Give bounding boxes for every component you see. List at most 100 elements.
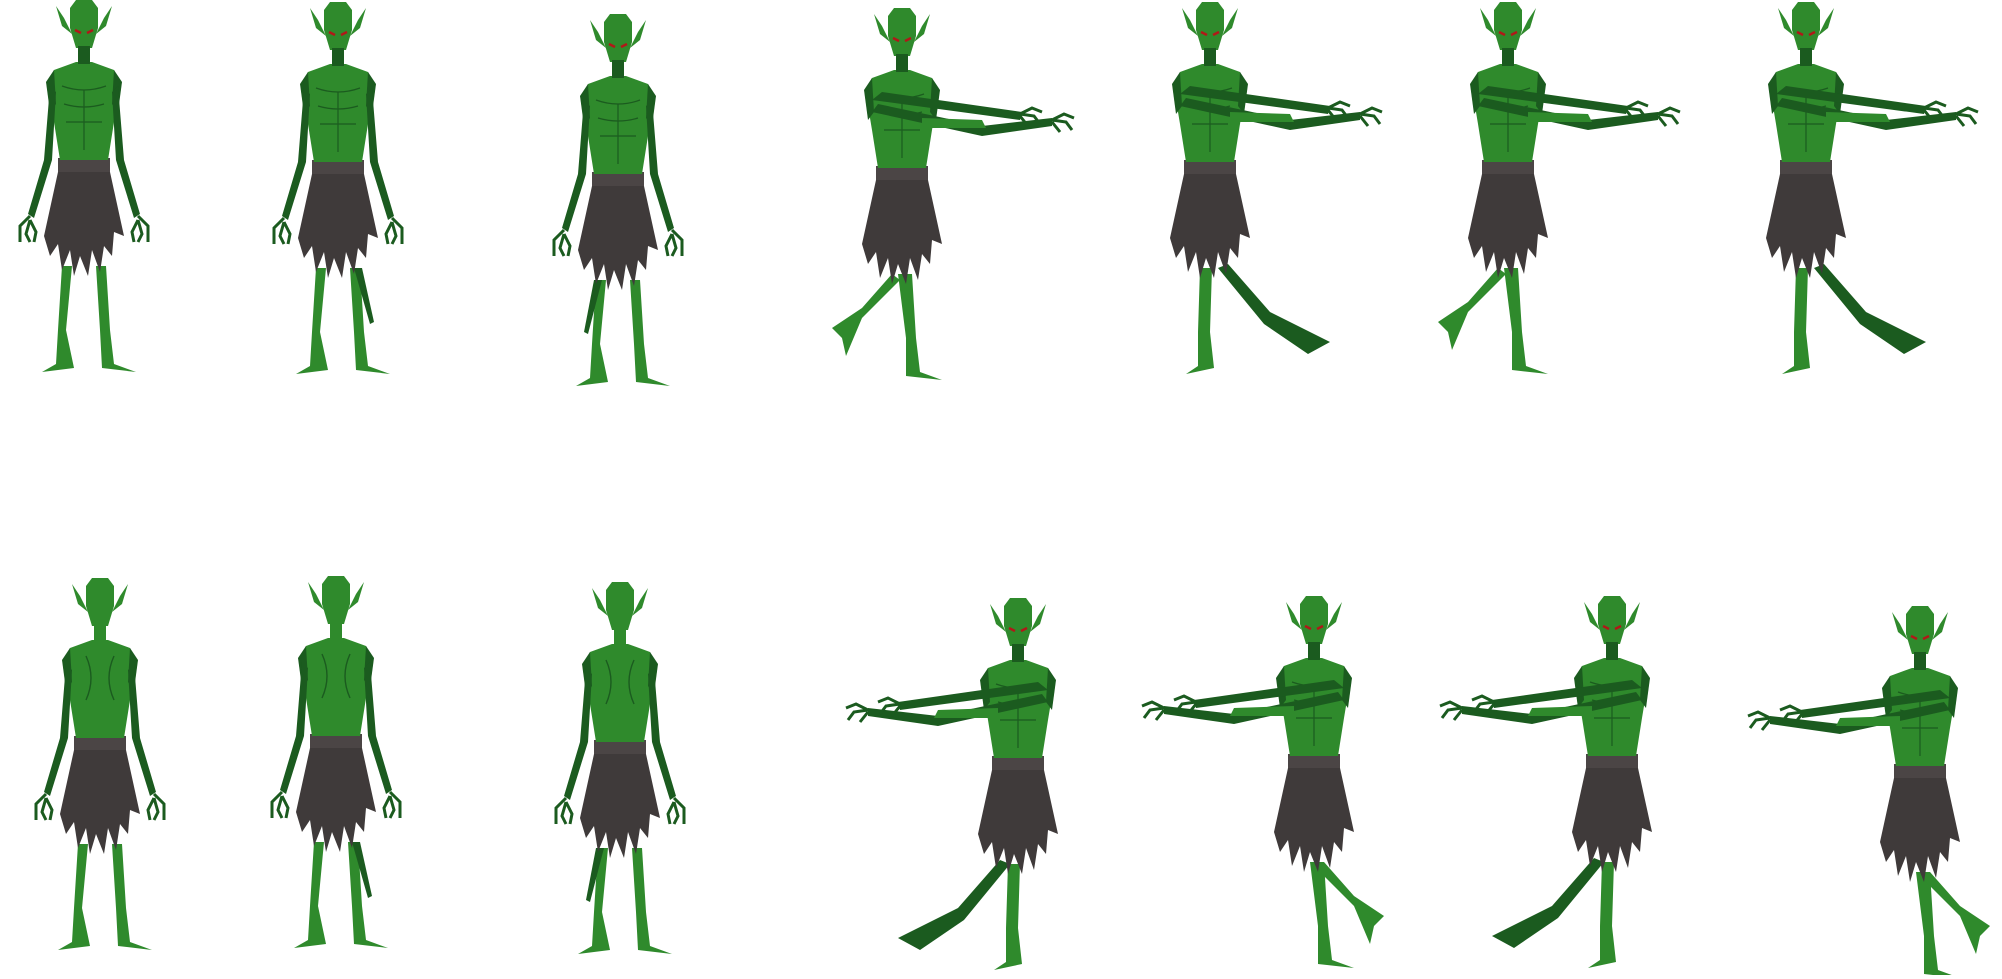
leg-kick — [1218, 264, 1330, 354]
forearm-highlight — [1230, 706, 1294, 716]
chest-muscles — [315, 87, 361, 152]
ear-right — [914, 14, 930, 42]
eye-left — [1200, 30, 1208, 37]
hand-right — [384, 216, 404, 245]
ear-left — [590, 20, 606, 48]
eye-right — [620, 42, 628, 49]
skirt-belt — [58, 158, 110, 172]
ear-left — [72, 584, 88, 612]
skirt-belt — [592, 172, 644, 186]
head — [1792, 2, 1820, 50]
head — [1598, 596, 1626, 644]
sprite-frame-2-6 — [1439, 596, 1652, 968]
eye-right — [1808, 30, 1816, 37]
arm-left — [562, 100, 590, 232]
leg-planted — [1310, 862, 1354, 968]
eye-left — [892, 36, 900, 43]
shoulder-left — [980, 668, 990, 710]
ear-right — [1818, 8, 1834, 36]
ear-right — [96, 6, 112, 34]
arm-back — [1800, 690, 1950, 718]
forearm-highlight — [1230, 112, 1294, 122]
arm-back — [1194, 680, 1344, 708]
neck — [614, 628, 626, 646]
hand-left — [552, 228, 572, 257]
arm-left — [280, 662, 308, 794]
eye-left — [1008, 626, 1016, 633]
shoulder-left — [1470, 72, 1480, 114]
sprite-frame-2-7 — [1747, 606, 1990, 978]
hand-left — [272, 216, 292, 245]
skirt-belt — [312, 160, 364, 174]
ear-right — [348, 582, 364, 610]
arm-left — [28, 86, 56, 218]
neck — [78, 46, 90, 64]
eye-left — [608, 42, 616, 49]
hand-front — [1954, 106, 1979, 127]
hand-left — [554, 796, 574, 825]
sprite-frame-1-4 — [832, 8, 1075, 380]
skirt-belt — [1288, 754, 1340, 768]
arm-left — [564, 668, 592, 800]
leg-kick — [1316, 862, 1384, 944]
hand-back — [1173, 694, 1198, 715]
ear-right — [1932, 612, 1948, 640]
hand-right — [666, 796, 686, 825]
sprite-frame-2-4 — [845, 598, 1058, 970]
leg-kick — [1492, 858, 1604, 948]
leg-left-bent — [586, 848, 604, 902]
forearm-highlight — [1528, 112, 1592, 122]
skirt-belt — [594, 740, 646, 754]
leg-right — [348, 842, 388, 948]
neck — [94, 624, 106, 642]
skirt — [1170, 174, 1250, 278]
eye-right — [340, 30, 348, 37]
ear-left — [308, 582, 324, 610]
ear-left — [874, 14, 890, 42]
torso — [300, 638, 372, 736]
skirt-belt — [310, 734, 362, 748]
skirt — [580, 754, 660, 858]
ear-left — [1778, 8, 1794, 36]
head — [606, 582, 634, 630]
neck — [896, 54, 908, 72]
head — [1004, 598, 1032, 646]
skirt — [1274, 768, 1354, 872]
arm-left — [44, 664, 72, 796]
hand-back — [1624, 100, 1649, 121]
eye-left — [1602, 624, 1610, 631]
shoulder-right — [1342, 666, 1352, 708]
torso — [584, 644, 656, 742]
leg-planted — [1588, 862, 1616, 968]
shoulder-right — [1834, 72, 1844, 114]
neck — [1800, 48, 1812, 66]
skirt-belt — [1894, 764, 1946, 778]
leg-right-bent — [352, 842, 372, 898]
leg-left-bent — [584, 280, 602, 334]
sprite-frame-1-1 — [18, 0, 150, 372]
shoulder-blades — [605, 659, 635, 705]
sprite-frame-2-3 — [554, 582, 686, 954]
arm-right — [646, 100, 674, 232]
eye-right — [86, 28, 94, 35]
arm-back — [1776, 86, 1926, 114]
leg-left — [42, 266, 74, 372]
ear-right — [112, 584, 128, 612]
chest-muscles — [61, 85, 107, 150]
arm-right — [366, 88, 394, 220]
skirt — [1766, 174, 1846, 278]
eye-left — [1498, 30, 1506, 37]
neck — [1502, 48, 1514, 66]
skirt — [44, 172, 124, 276]
leg-planted — [898, 274, 942, 380]
eye-right — [1510, 30, 1518, 37]
head — [1494, 2, 1522, 50]
hand-back — [877, 696, 902, 717]
sprite-frame-1-6 — [1438, 2, 1681, 374]
skirt — [978, 770, 1058, 874]
arm-back — [1180, 86, 1330, 114]
skirt-belt — [992, 756, 1044, 770]
neck — [1606, 642, 1618, 660]
eye-right — [1922, 634, 1930, 641]
